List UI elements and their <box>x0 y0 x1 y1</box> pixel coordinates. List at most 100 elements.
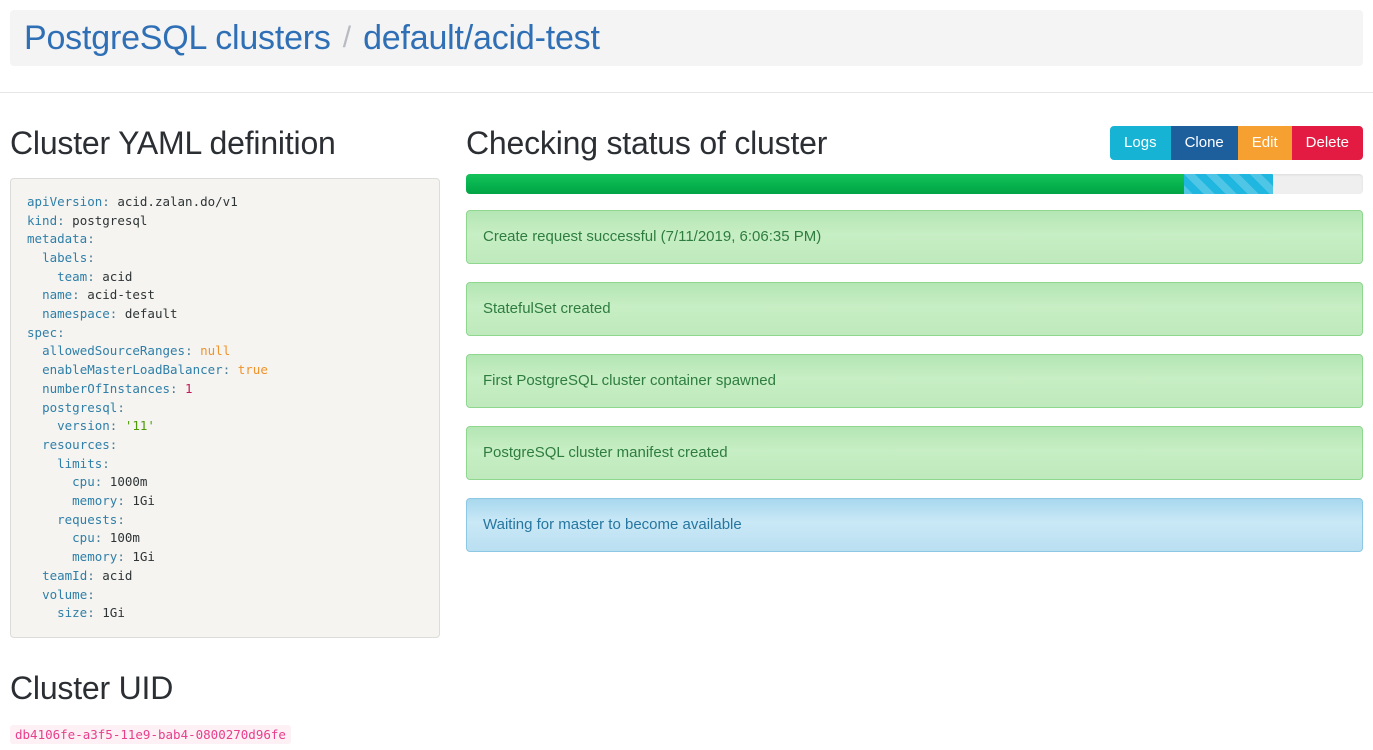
yaml-line: version: '11' <box>27 418 155 433</box>
progress-segment-active <box>1183 173 1274 194</box>
yaml-key: teamId <box>42 567 88 583</box>
yaml-colon: : <box>222 362 231 378</box>
yaml-colon: : <box>117 493 125 509</box>
yaml-key: team <box>57 268 88 284</box>
yaml-key: version <box>57 418 110 434</box>
yaml-colon: : <box>87 605 95 621</box>
clone-button[interactable]: Clone <box>1170 126 1238 161</box>
yaml-value: 1Gi <box>124 493 155 509</box>
cluster-yaml-code-block: apiVersion: acid.zalan.do/v1 kind: postg… <box>10 177 440 638</box>
yaml-key: metadata <box>27 231 88 247</box>
yaml-indent <box>27 381 42 396</box>
status-alert-success: Create request successful (7/11/2019, 6:… <box>466 209 1363 264</box>
yaml-indent <box>27 343 42 358</box>
status-alert-text: StatefulSet created <box>483 300 611 318</box>
yaml-colon: : <box>109 306 118 322</box>
yaml-indent <box>27 362 42 377</box>
yaml-line: memory: 1Gi <box>27 549 155 564</box>
yaml-indent <box>27 437 42 452</box>
yaml-colon: : <box>117 399 125 415</box>
yaml-colon: : <box>72 287 80 303</box>
yaml-indent <box>27 400 42 415</box>
yaml-line: name: acid-test <box>27 287 155 302</box>
yaml-line: size: 1Gi <box>27 605 125 620</box>
yaml-key: numberOfInstances <box>42 380 170 396</box>
yaml-value: true <box>230 362 268 378</box>
yaml-colon: : <box>87 567 95 583</box>
yaml-indent <box>27 493 72 508</box>
yaml-key: memory <box>72 493 118 509</box>
yaml-key: allowedSourceRanges <box>42 343 186 359</box>
yaml-colon: : <box>117 511 125 527</box>
delete-button[interactable]: Delete <box>1291 126 1363 161</box>
header-divider <box>0 92 1373 93</box>
logs-button[interactable]: Logs <box>1110 126 1171 161</box>
yaml-line: teamId: acid <box>27 568 132 583</box>
yaml-colon: : <box>87 586 95 602</box>
yaml-line: labels: <box>27 250 95 265</box>
yaml-colon: : <box>94 530 103 546</box>
yaml-key: volume <box>42 586 88 602</box>
status-header-row: Checking status of cluster Logs Clone Edit… <box>466 125 1363 162</box>
cluster-action-button-group: Logs Clone Edit Delete <box>1110 126 1363 161</box>
yaml-line: apiVersion: acid.zalan.do/v1 <box>27 194 238 209</box>
yaml-line: requests: <box>27 512 125 527</box>
status-alert-success: StatefulSet created <box>466 281 1363 336</box>
breadcrumb-separator: / <box>342 21 352 54</box>
yaml-indent <box>27 306 42 321</box>
cluster-uid-value: db4106fe-a3f5-11e9-bab4-0800270d96fe <box>10 724 291 744</box>
breadcrumb-root-link[interactable]: PostgreSQL clusters <box>24 19 331 57</box>
yaml-key: resources <box>42 436 110 452</box>
main-content: Cluster YAML definition apiVersion: acid… <box>0 93 1373 744</box>
yaml-line: namespace: default <box>27 306 177 322</box>
yaml-indent <box>27 568 42 583</box>
yaml-line: spec: <box>27 325 65 340</box>
yaml-value: '11' <box>117 418 155 434</box>
yaml-key: labels <box>42 249 88 265</box>
yaml-value: 1Gi <box>124 549 155 565</box>
yaml-indent <box>27 474 72 489</box>
yaml-value: acid <box>94 567 133 583</box>
yaml-indent <box>27 549 72 564</box>
status-alert-text: PostgreSQL cluster manifest created <box>483 444 728 462</box>
status-alert-info: Waiting for master to become available <box>466 497 1363 552</box>
yaml-line: postgresql: <box>27 400 125 415</box>
yaml-line: limits: <box>27 456 110 471</box>
progress-segment-done <box>466 173 1184 194</box>
status-alert-text: Create request successful (7/11/2019, 6:… <box>483 228 822 246</box>
yaml-colon: : <box>87 249 95 265</box>
yaml-line: cpu: 100m <box>27 530 140 545</box>
yaml-indent <box>27 605 57 620</box>
edit-button[interactable]: Edit <box>1237 126 1292 161</box>
yaml-indent <box>27 456 57 471</box>
yaml-key: kind <box>27 212 58 228</box>
yaml-indent <box>27 250 42 265</box>
yaml-line: volume: <box>27 587 95 602</box>
breadcrumb-current-link[interactable]: default/acid-test <box>363 19 600 57</box>
yaml-value: acid <box>94 268 133 284</box>
yaml-line: kind: postgresql <box>27 213 147 228</box>
status-alert-text: Waiting for master to become available <box>483 516 742 534</box>
yaml-key: memory <box>72 549 118 565</box>
yaml-key: name <box>42 287 73 303</box>
yaml-key: namespace <box>42 306 110 322</box>
yaml-key: cpu <box>72 530 95 546</box>
status-column: Checking status of cluster Logs Clone Edit… <box>440 93 1363 552</box>
yaml-indent <box>27 269 57 284</box>
yaml-colon: : <box>57 324 65 340</box>
status-panel-title: Checking status of cluster <box>466 125 828 161</box>
yaml-colon: : <box>117 549 125 565</box>
yaml-line: cpu: 1000m <box>27 474 147 489</box>
yaml-colon: : <box>102 193 110 209</box>
yaml-line: enableMasterLoadBalancer: true <box>27 362 268 377</box>
yaml-key: limits <box>57 455 103 471</box>
yaml-colon: : <box>102 455 110 471</box>
cluster-status-alert-list: Create request successful (7/11/2019, 6:… <box>466 209 1363 552</box>
yaml-indent <box>27 587 42 602</box>
yaml-colon: : <box>87 231 95 247</box>
yaml-colon: : <box>109 418 118 434</box>
yaml-indent <box>27 287 42 302</box>
yaml-line: resources: <box>27 437 117 452</box>
cluster-status-progress-bar <box>466 173 1363 194</box>
yaml-value: postgresql <box>64 212 148 228</box>
